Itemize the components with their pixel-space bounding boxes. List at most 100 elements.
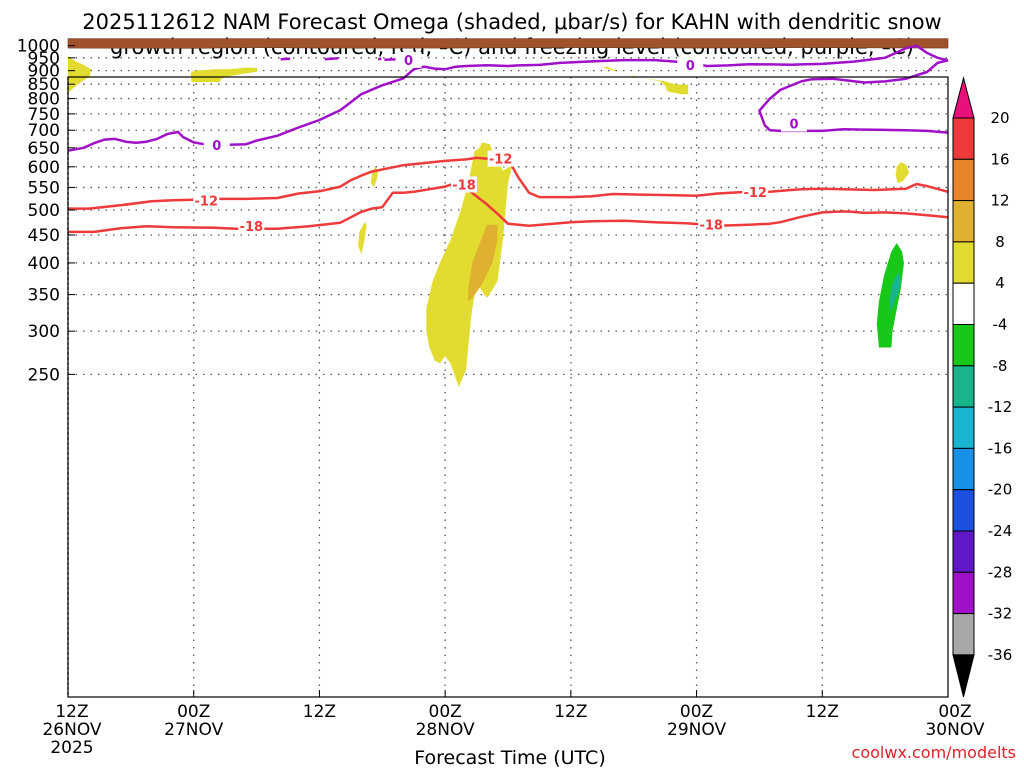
x-tick-label: 2025 [50,738,93,758]
colorbar-segment [952,530,975,573]
colorbar-segment [952,447,975,491]
y-tick-label: 400 [28,254,60,274]
contour-label-bg [238,218,265,235]
y-tick-label: 950 [28,49,60,69]
contour-label: -12 [195,194,219,209]
colorbar-segment [952,571,975,615]
colorbar-level-label: -8 [993,357,1008,375]
colorbar-top-arrow [952,76,975,119]
omega-region-upward-4-8 [602,66,689,95]
contour-label-bg [395,51,422,68]
contour-label-bg [698,216,725,233]
x-tick-label: 27NOV [164,720,223,740]
contour-label: -18 [452,178,476,193]
colorbar-level-label: -24 [988,522,1013,540]
contour-label: 0 [404,54,413,69]
credit-text: coolwx.com/modelts [852,743,1016,762]
title-line-1: 2025112612 NAM Forecast Omega (shaded, μ… [82,10,941,34]
contour-freezing-fragment [377,57,382,61]
x-tick-label: 12Z [554,702,587,722]
contour-label: 0 [686,59,695,74]
x-tick-label: 00Z [938,702,971,722]
y-tick-label: 700 [28,121,60,141]
omega-region-upward-4-8 [68,56,91,93]
y-tick-label: 750 [28,105,60,125]
y-tick-label: 1000 [17,37,60,57]
contour-label: -12 [489,153,513,168]
colorbar-level-label: -36 [988,646,1013,664]
y-tick-label: 550 [28,178,60,198]
colorbar-level-label: 20 [990,109,1009,127]
contour-label-bg [742,183,769,200]
y-tick-label: 300 [28,322,60,342]
contour-label-bg [193,192,220,209]
y-tick-label: 800 [28,90,60,110]
colorbar-segment [952,117,975,160]
y-tick-label: 500 [28,201,60,221]
x-tick-label: 12Z [303,702,336,722]
contour-freezing-fragment [324,57,339,61]
colorbar-level-label: -20 [988,481,1013,499]
x-tick-label: 00Z [680,702,713,722]
contour-freezing-0-right [758,59,949,134]
contour-dgz-minus18 [68,181,949,234]
x-tick-label: 30NOV [925,720,984,740]
colorbar-level-label: -12 [988,398,1013,416]
x-tick-label: 12Z [55,702,88,722]
ground-terrain [67,38,949,49]
y-tick-label: 250 [28,365,60,385]
omega-region-upward-4-8 [190,67,258,82]
x-tick-label: 12Z [806,702,839,722]
x-tick-label: 00Z [177,702,210,722]
colorbar-level-label: 16 [990,150,1009,168]
contour-label-bg [203,136,230,153]
omega-region-upward-4-8 [426,45,514,387]
x-tick-label: 26NOV [42,720,101,740]
colorbar-segment [952,365,975,408]
colorbar-segment [952,406,975,449]
contour-label-bg [487,150,514,167]
contour-freezing-0 [67,44,949,152]
y-tick-label: 850 [28,75,60,95]
colorbar-level-label: 12 [990,192,1009,210]
y-tick-label: 450 [28,226,60,246]
x-tick-label: 28NOV [416,720,475,740]
contour-label: 0 [789,118,798,133]
colorbar-level-label: -4 [993,316,1008,334]
colorbar-segment [952,282,975,326]
colorbar-segment [952,200,975,243]
colorbar-level-label: -32 [988,605,1013,623]
colorbar-level-label: 8 [995,233,1005,251]
y-tick-label: 350 [28,286,60,306]
omega-region-downward-8-12 [889,272,901,313]
contour-freezing-fragment [280,57,291,61]
colorbar-bottom-arrow [952,654,975,698]
colorbar-segment [952,489,975,532]
contour-label: 0 [212,139,221,154]
omega-region-upward-8-12 [468,224,498,302]
omega-shaded-regions [68,45,910,387]
contour-label-bg [677,57,704,74]
x-tick-label: 29NOV [667,720,726,740]
colorbar: 20 16 12 8 4 -4 -8 -12 -16 -20 -24 -28 -32 -36 [952,76,1013,698]
contour-label-bg [781,115,807,132]
x-tick-label: 00Z [429,702,462,722]
omega-region-upward-4-8 [895,162,910,184]
x-axis-label: Forecast Time (UTC) [414,747,605,768]
y-tick-label: 650 [28,139,60,159]
contour-label-bg [451,176,477,193]
colorbar-segment [952,613,975,656]
plot-frame [67,76,949,698]
chart-title: 2025112612 NAM Forecast Omega (shaded, μ… [82,10,941,59]
colorbar-segment [952,241,975,284]
contour-lines: -18 -18 -18 -12 -12 -12 0 0 0 0 [67,44,949,235]
omega-region-upward-4-8 [358,222,367,255]
colorbar-level-label: 4 [995,274,1005,292]
ground-strip [67,38,949,49]
colorbar-segment [952,158,975,202]
y-tick-label: 600 [28,158,60,178]
contour-label: -18 [240,220,264,235]
